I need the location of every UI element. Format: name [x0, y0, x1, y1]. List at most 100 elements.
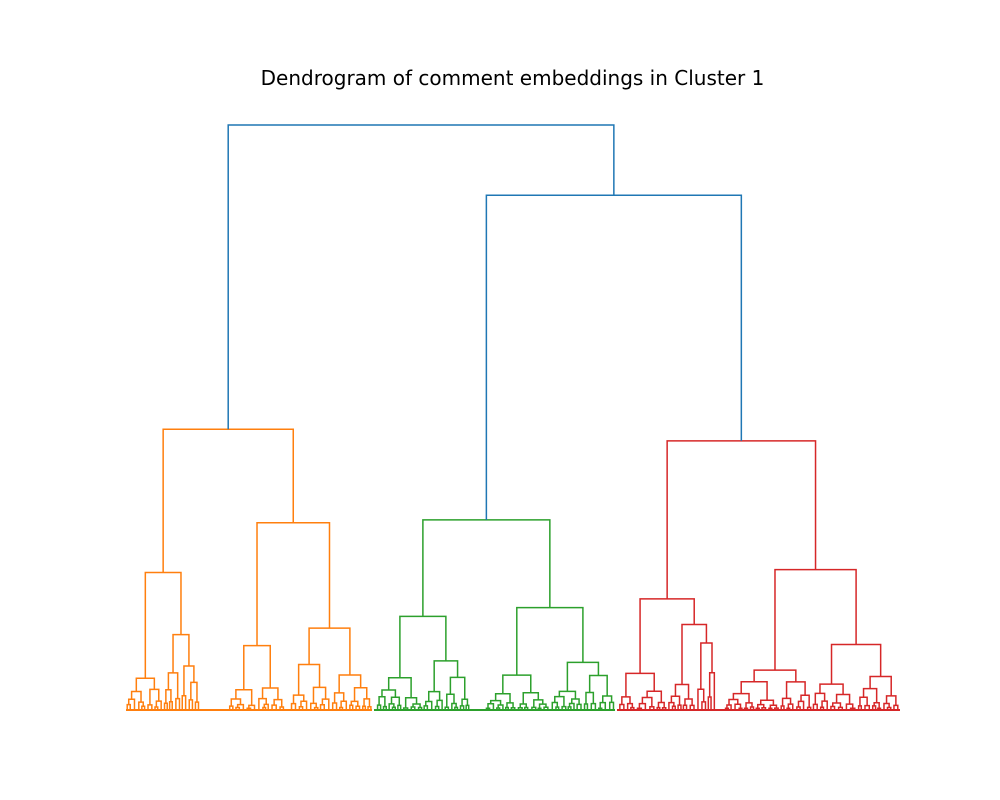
leaf-link: [248, 704, 256, 710]
leaf-link: [812, 703, 818, 710]
leaf-link: [290, 702, 297, 710]
subcluster-link: [144, 571, 182, 679]
subcluster-link: [639, 598, 695, 674]
leaf-link: [376, 704, 382, 710]
leaf-link: [297, 663, 321, 696]
leaf-link: [510, 706, 516, 710]
subcluster-link: [308, 627, 351, 676]
leaf-link: [489, 699, 502, 706]
leaf-link: [434, 705, 440, 710]
leaf-link: [362, 705, 367, 710]
leaf-link: [381, 689, 397, 698]
leaf-link: [181, 694, 187, 710]
leaf-link: [340, 700, 348, 710]
leaf-link: [759, 699, 775, 706]
leaf-link: [883, 702, 890, 710]
leaf-link: [583, 703, 589, 710]
leaf-link: [661, 707, 667, 710]
leaf-link: [599, 701, 607, 710]
leaf-link: [796, 706, 801, 710]
leaf-link: [292, 694, 305, 704]
leaf-link: [684, 698, 693, 706]
leaf-link: [761, 706, 767, 710]
leaf-link: [165, 688, 172, 704]
leaf-link: [814, 692, 826, 705]
leaf-link: [262, 706, 267, 710]
leaf-link: [769, 704, 778, 709]
leaf-link: [885, 695, 897, 706]
subcluster-link: [774, 568, 857, 671]
leaf-link: [127, 698, 136, 710]
leaf-link: [745, 702, 753, 709]
subcluster-links: [144, 428, 857, 690]
leaf-link: [830, 705, 836, 710]
leaf-link: [353, 687, 368, 702]
leaf-link: [756, 703, 765, 709]
leaf-link: [387, 676, 412, 698]
leaf-link: [425, 700, 433, 710]
subcluster-link: [256, 522, 331, 646]
leaf-link: [859, 696, 868, 706]
leaf-link: [707, 696, 712, 710]
leaf-link: [263, 703, 269, 710]
leaf-link: [417, 706, 423, 710]
leaf-link: [261, 687, 279, 700]
leaf-link: [172, 633, 190, 673]
leaf-link: [753, 669, 797, 682]
leaf-link: [886, 706, 892, 710]
leaf-link: [608, 701, 615, 710]
leaf-link: [797, 700, 805, 710]
leaf-link: [194, 701, 200, 710]
leaf-link: [800, 694, 810, 708]
leaf-link: [154, 706, 159, 710]
leaf-link: [130, 690, 142, 703]
leaf-link: [668, 701, 675, 710]
leaf-link: [338, 674, 362, 693]
leaf-link: [732, 692, 750, 703]
leaf-link: [355, 705, 361, 710]
leaf-link: [619, 703, 625, 710]
subcluster-link: [243, 644, 271, 690]
leaf-link: [313, 706, 319, 710]
subcluster-link: [516, 606, 584, 676]
leaf-link: [502, 674, 532, 694]
leaf-link: [517, 707, 523, 710]
leaf-link: [649, 705, 655, 710]
leaf-link: [682, 704, 688, 710]
leaf-link: [857, 705, 863, 710]
leaf-link: [566, 661, 600, 692]
link-root: [227, 124, 615, 430]
leaf-link: [273, 698, 283, 707]
link-upper-right: [485, 194, 743, 520]
leaf-link: [188, 699, 194, 710]
leaf-link: [168, 701, 173, 710]
leaf-link: [869, 675, 892, 696]
leaf-link: [740, 680, 768, 701]
leaf-link: [781, 697, 792, 706]
red-cluster-root: [666, 440, 817, 599]
leaf-link: [555, 706, 560, 710]
leaf-link: [175, 697, 181, 710]
leaf-link: [585, 691, 595, 705]
leaf-link: [862, 687, 878, 703]
leaf-link: [873, 702, 880, 709]
orange-cluster-root: [162, 428, 295, 573]
leaf-link: [126, 703, 131, 710]
leaf-link: [708, 671, 716, 710]
leaf-link: [697, 688, 705, 710]
leaf-link: [163, 702, 168, 710]
leaf-link: [350, 700, 359, 707]
leaf-link: [190, 681, 198, 703]
leaf-link: [228, 705, 234, 710]
leaf-link: [522, 692, 540, 704]
leaf-links: [126, 623, 900, 711]
leaf-link: [701, 701, 707, 710]
leaf-link: [601, 695, 613, 703]
leaf-link: [728, 698, 739, 706]
leaf-link: [349, 704, 354, 710]
leaf-link: [780, 705, 785, 710]
leaf-link: [331, 702, 338, 710]
subcluster-link: [399, 615, 447, 678]
leaf-link: [524, 706, 529, 710]
